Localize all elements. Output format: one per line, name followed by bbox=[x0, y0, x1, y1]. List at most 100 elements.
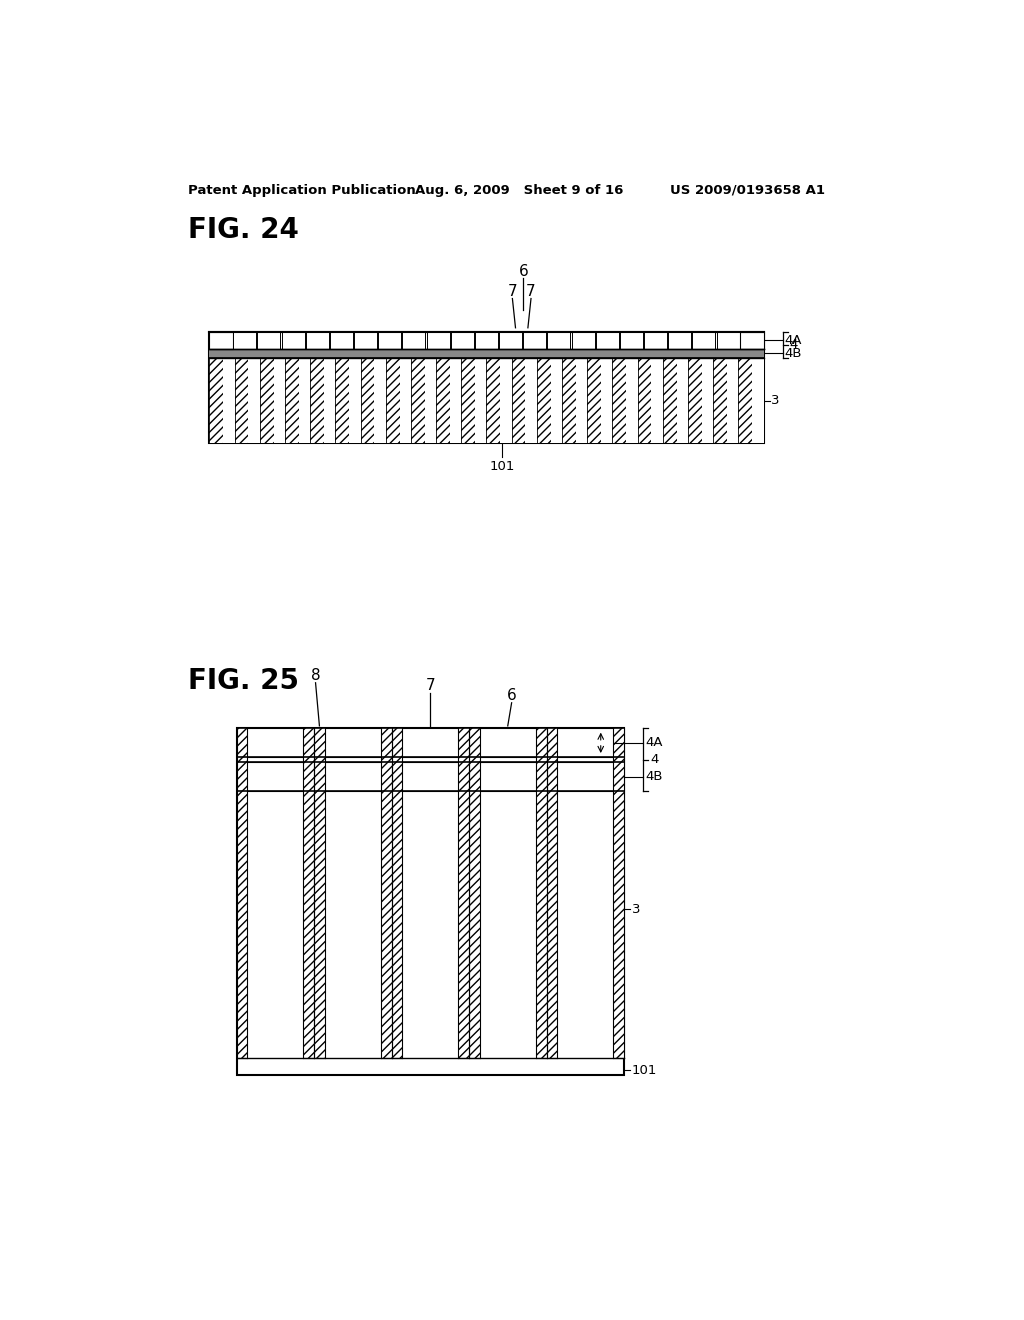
Text: FIG. 25: FIG. 25 bbox=[188, 667, 299, 694]
Bar bbox=[237, 729, 248, 1057]
Bar bbox=[717, 331, 739, 348]
Bar bbox=[537, 358, 551, 444]
Bar bbox=[314, 729, 325, 1057]
Text: Patent Application Publication: Patent Application Publication bbox=[188, 183, 416, 197]
Bar bbox=[547, 729, 557, 1057]
Bar bbox=[381, 729, 391, 1057]
Bar bbox=[425, 358, 436, 444]
Bar bbox=[469, 729, 480, 1057]
Bar bbox=[354, 331, 377, 348]
Bar bbox=[450, 358, 461, 444]
Bar bbox=[282, 331, 304, 348]
Bar bbox=[613, 729, 624, 1057]
Bar bbox=[612, 358, 627, 444]
Bar bbox=[330, 331, 353, 348]
Text: 4B: 4B bbox=[784, 347, 802, 360]
Bar bbox=[548, 331, 570, 348]
Bar bbox=[237, 729, 624, 1074]
Bar bbox=[299, 358, 310, 444]
Bar bbox=[523, 331, 546, 348]
Bar bbox=[461, 358, 475, 444]
Bar bbox=[402, 729, 458, 1057]
Bar bbox=[738, 358, 753, 444]
Bar bbox=[209, 358, 223, 444]
Bar bbox=[727, 358, 738, 444]
Text: 8: 8 bbox=[310, 668, 321, 684]
Bar bbox=[285, 358, 299, 444]
Bar bbox=[273, 358, 285, 444]
Bar bbox=[753, 358, 764, 444]
Bar bbox=[375, 358, 386, 444]
Bar bbox=[692, 331, 716, 348]
Text: 101: 101 bbox=[489, 461, 515, 474]
Bar bbox=[688, 358, 701, 444]
Bar bbox=[651, 358, 663, 444]
Bar bbox=[701, 358, 713, 444]
Bar bbox=[360, 358, 375, 444]
Bar bbox=[677, 358, 688, 444]
Bar bbox=[257, 331, 281, 348]
Bar bbox=[335, 358, 349, 444]
Bar bbox=[234, 358, 249, 444]
Bar bbox=[551, 358, 562, 444]
Text: 7: 7 bbox=[508, 284, 517, 300]
Text: 6: 6 bbox=[507, 688, 516, 704]
Text: 101: 101 bbox=[632, 1064, 657, 1077]
Text: 7: 7 bbox=[526, 284, 536, 300]
Bar bbox=[601, 358, 612, 444]
Text: 4: 4 bbox=[650, 754, 658, 767]
Bar bbox=[378, 331, 401, 348]
Bar bbox=[501, 358, 512, 444]
Bar bbox=[223, 358, 234, 444]
Bar bbox=[525, 358, 537, 444]
Bar bbox=[475, 331, 498, 348]
Text: FIG. 24: FIG. 24 bbox=[188, 216, 299, 244]
Bar bbox=[512, 358, 525, 444]
Bar bbox=[458, 729, 469, 1057]
Bar bbox=[249, 358, 260, 444]
Text: 4B: 4B bbox=[645, 770, 663, 783]
Bar bbox=[349, 358, 360, 444]
Bar bbox=[451, 331, 474, 348]
Text: 4A: 4A bbox=[784, 334, 802, 347]
Bar bbox=[233, 331, 256, 348]
Bar bbox=[475, 358, 486, 444]
Bar bbox=[391, 729, 402, 1057]
Bar bbox=[248, 729, 303, 1057]
Bar bbox=[306, 331, 329, 348]
Bar bbox=[644, 331, 668, 348]
Bar bbox=[627, 358, 638, 444]
Bar bbox=[638, 358, 651, 444]
Text: US 2009/0193658 A1: US 2009/0193658 A1 bbox=[671, 183, 825, 197]
Bar bbox=[596, 331, 618, 348]
Text: 4: 4 bbox=[790, 338, 799, 351]
Bar bbox=[402, 331, 425, 348]
Bar bbox=[562, 358, 575, 444]
Bar bbox=[587, 358, 601, 444]
Bar bbox=[411, 358, 425, 444]
Bar bbox=[436, 358, 450, 444]
Bar bbox=[663, 358, 677, 444]
Bar bbox=[620, 331, 643, 348]
Text: 6: 6 bbox=[518, 264, 528, 279]
Bar bbox=[713, 358, 727, 444]
Bar bbox=[427, 331, 450, 348]
Bar bbox=[480, 729, 536, 1057]
Bar bbox=[571, 331, 595, 348]
Bar bbox=[310, 358, 324, 444]
Text: 7: 7 bbox=[425, 678, 435, 693]
Bar bbox=[209, 331, 232, 348]
Bar bbox=[536, 729, 547, 1057]
Bar bbox=[324, 358, 335, 444]
Bar bbox=[325, 729, 381, 1057]
Bar bbox=[260, 358, 273, 444]
Text: 3: 3 bbox=[771, 395, 779, 407]
Bar bbox=[669, 331, 691, 348]
Bar bbox=[740, 331, 764, 348]
Bar bbox=[486, 358, 501, 444]
Bar bbox=[209, 331, 764, 444]
Bar bbox=[557, 729, 613, 1057]
Bar bbox=[386, 358, 399, 444]
Bar bbox=[399, 358, 411, 444]
Bar bbox=[209, 348, 764, 358]
